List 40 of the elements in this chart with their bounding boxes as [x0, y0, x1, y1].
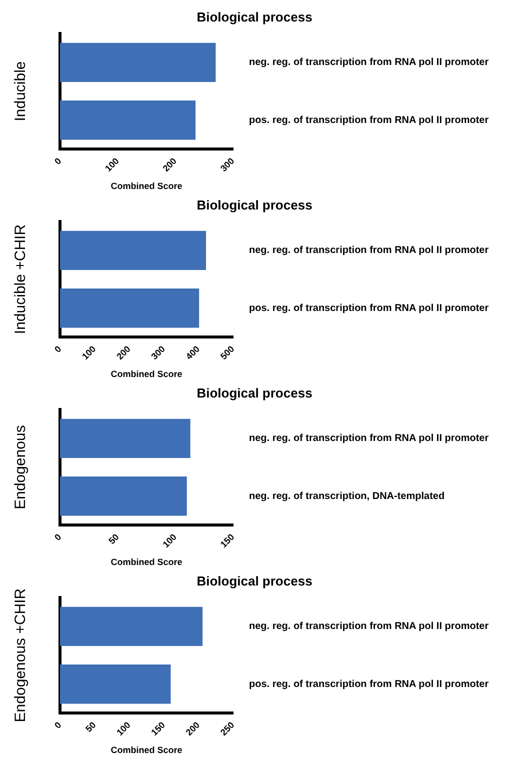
y-tick-label: pos. reg. of transcription from RNA pol II promoter [249, 302, 489, 314]
x-tick-label: 200 [114, 344, 132, 362]
y-tick-label: neg. reg. of transcription, DNA-templated [249, 490, 445, 502]
y-axis-title: Inducible +CHIR [12, 224, 30, 334]
x-tick-label: 500 [218, 344, 236, 362]
y-tick-label: pos. reg. of transcription from RNA pol II promoter [249, 114, 489, 126]
y-axis-title: Inducible [12, 61, 30, 122]
x-tick-label: 300 [218, 156, 236, 174]
x-tick-label: 0 [52, 532, 64, 542]
x-tick-label: 50 [84, 720, 98, 734]
x-tick-label: 100 [160, 532, 179, 550]
x-tick-label: 0 [52, 720, 64, 730]
x-tick-label: 150 [149, 720, 167, 738]
x-tick-label: 100 [80, 344, 98, 362]
x-tick-label: 300 [149, 344, 167, 362]
x-tick-label: 100 [114, 720, 132, 738]
x-tick-label: 400 [184, 344, 202, 362]
y-axis-title: Endogenous [12, 425, 30, 510]
y-tick-label: pos. reg. of transcription from RNA pol II promoter [249, 678, 489, 690]
chart-title: Biological process [196, 9, 312, 24]
x-tick-label: 200 [184, 720, 202, 738]
x-axis-title: Combined Score [110, 369, 182, 380]
x-tick-label: 200 [160, 156, 179, 174]
y-tick-label: neg. reg. of transcription from RNA pol II promoter [249, 621, 489, 632]
chart-title: Biological process [196, 573, 312, 588]
y-tick-label: neg. reg. of transcription from RNA pol II promoter [249, 245, 489, 256]
x-tick-label: 150 [218, 532, 236, 550]
x-tick-label: 0 [52, 344, 64, 354]
x-tick-label: 250 [218, 720, 236, 738]
y-tick-label: neg. reg. of transcription from RNA pol II promoter [249, 433, 489, 444]
x-axis-title: Combined Score [110, 557, 182, 568]
chart-title: Biological process [196, 197, 312, 212]
y-tick-label: neg. reg. of transcription from RNA pol II promoter [249, 57, 489, 68]
chart-title: Biological process [196, 385, 312, 400]
x-tick-label: 0 [52, 156, 64, 166]
x-tick-label: 100 [103, 156, 121, 174]
x-tick-label: 50 [106, 532, 121, 546]
x-axis-title: Combined Score [110, 181, 182, 192]
x-axis-title: Combined Score [110, 745, 182, 756]
y-axis-title: Endogenous +CHIR [12, 588, 30, 722]
